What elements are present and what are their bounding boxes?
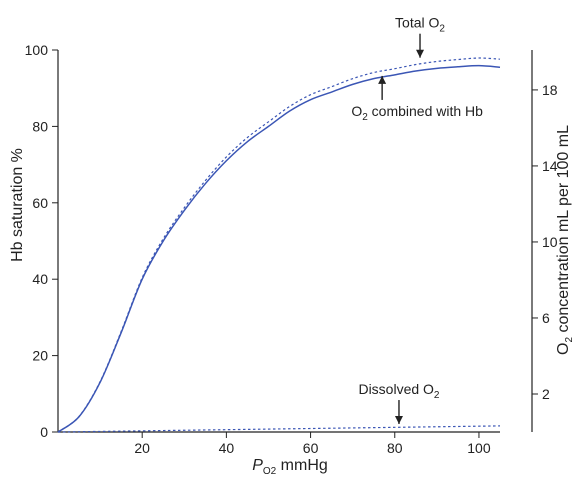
axes: 0 20 40 60 80 100 20 40 60 80 100 2 6 10 14 18 <box>25 42 558 456</box>
series-group <box>57 57 501 433</box>
annotation: O2 combined with Hb <box>351 75 483 123</box>
annotation-label: Total O2 <box>395 15 445 35</box>
annotation: Dissolved O2 <box>358 381 440 425</box>
y-tick-label: 80 <box>32 118 48 134</box>
x-title-italic: P <box>252 457 263 474</box>
y2-tick-label: 6 <box>542 310 550 326</box>
annotation-text: Dissolved O <box>358 381 434 397</box>
series-line-1 <box>57 64 501 433</box>
x-tick-label: 100 <box>467 440 491 456</box>
annotation-arrowhead <box>394 416 403 425</box>
x-tick-label: 80 <box>387 440 403 456</box>
y-tick-label: 60 <box>32 195 48 211</box>
annotation-subscript: 2 <box>362 112 368 123</box>
annotation-text: O <box>351 103 362 119</box>
y2-tick-label: 2 <box>542 386 550 402</box>
y-tick-label: 0 <box>40 424 48 440</box>
y-tick-label: 40 <box>32 271 48 287</box>
series-line-3 <box>57 425 501 433</box>
annotation-text-rest: combined with Hb <box>368 103 483 119</box>
x-tick-label: 20 <box>134 440 150 456</box>
y2-axis-title: O2 concentration mL per 100 mL <box>555 125 575 355</box>
x-tick-label: 40 <box>219 440 235 456</box>
annotation-subscript: 2 <box>434 390 440 401</box>
annotation-subscript: 2 <box>439 24 445 35</box>
annotation-arrowhead <box>378 75 387 84</box>
x-axis-title: PO2 mmHg <box>252 457 328 477</box>
y2-tick-label: 14 <box>542 158 558 174</box>
annotation-label: O2 combined with Hb <box>351 103 483 123</box>
y-axis-title: Hb saturation % <box>9 148 26 262</box>
annotation-arrowhead <box>416 49 425 58</box>
annotation-label: Dissolved O2 <box>358 381 439 401</box>
series-line-2 <box>57 57 501 433</box>
y2-title-rest: concentration mL per 100 mL <box>555 125 572 337</box>
x-title-subscript: O2 <box>263 466 277 477</box>
y2-tick-label: 18 <box>542 82 558 98</box>
y2-title-prefix: O <box>555 343 572 355</box>
x-tick-label: 60 <box>303 440 319 456</box>
annotation-text: Total O <box>395 15 439 31</box>
annotation: Total O2 <box>395 15 445 58</box>
y2-title-subscript: 2 <box>564 337 575 343</box>
y-tick-label: 100 <box>25 42 49 58</box>
x-title-rest: mmHg <box>276 457 328 474</box>
y2-tick-label: 10 <box>542 234 558 250</box>
y-tick-label: 20 <box>32 348 48 364</box>
